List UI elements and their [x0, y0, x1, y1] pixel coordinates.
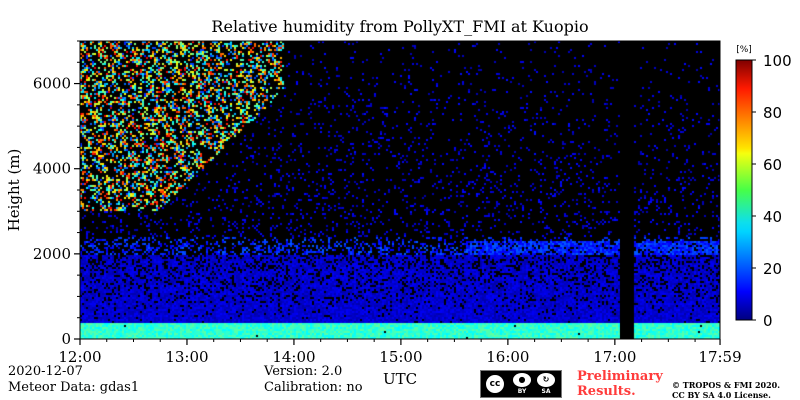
y-axis-label: Height (m) [5, 149, 23, 232]
by-label: BY [517, 388, 527, 395]
x-tick-label: 15:00 [379, 348, 422, 366]
x-tick-label: 17:59 [698, 348, 741, 366]
colorbar-gradient [735, 59, 753, 321]
x-tick-label: 16:00 [486, 348, 529, 366]
x-axis-label: UTC [383, 370, 417, 388]
colorbar-tick-label: 40 [763, 208, 782, 226]
footer-version: Version: 2.0 [264, 364, 343, 379]
footer-meteor-data: Meteor Data: gdas1 [8, 380, 140, 395]
copyright-line1: © TROPOS & FMI 2020. [672, 380, 781, 390]
preliminary-notice: Preliminary Results. [577, 369, 663, 399]
y-tick-label: 2000 [33, 245, 71, 263]
sa-label: SA [541, 388, 551, 395]
heatmap-plot-area [79, 40, 721, 340]
y-tick-label: 0 [61, 330, 71, 348]
colorbar: [%] 0 20 40 60 80 100 [735, 45, 792, 330]
colorbar-tick-label: 60 [763, 156, 782, 174]
colorbar-label: [%] [736, 45, 752, 55]
preliminary-line2: Results. [577, 384, 636, 399]
x-tick-label: 13:00 [165, 348, 208, 366]
y-axis: 0 2000 4000 6000 Height (m) [5, 40, 80, 348]
cc-logo-icon: cc [484, 373, 506, 395]
colorbar-tick-label: 100 [763, 52, 792, 70]
cc-license-badge: cc ● ↻ BY SA [480, 370, 562, 398]
colorbar-tick-label: 80 [763, 104, 782, 122]
x-tick-label: 14:00 [272, 348, 315, 366]
no-data-gap [620, 41, 634, 339]
by-person-icon: ● [513, 373, 531, 387]
colorbar-tick-label: 20 [763, 260, 782, 278]
y-tick-label: 4000 [33, 160, 71, 178]
footer-calibration: Calibration: no [264, 380, 363, 395]
heatmap-image [80, 41, 720, 339]
y-tick-label: 6000 [33, 75, 71, 93]
preliminary-line1: Preliminary [577, 369, 663, 384]
x-tick-label: 17:00 [593, 348, 636, 366]
footer-date: 2020-12-07 [8, 364, 83, 379]
x-tick-label: 12:00 [58, 348, 101, 366]
sa-recycle-icon: ↻ [537, 373, 555, 387]
colorbar-tick-label: 0 [763, 312, 773, 330]
copyright-line2: CC BY SA 4.0 License. [672, 390, 771, 400]
copyright-notice: © TROPOS & FMI 2020. CC BY SA 4.0 Licens… [672, 380, 780, 400]
chart-title: Relative humidity from PollyXT_FMI at Ku… [211, 17, 589, 36]
x-axis: 12:00 13:00 14:00 15:00 16:00 17:00 17:59 UTC [58, 339, 742, 388]
